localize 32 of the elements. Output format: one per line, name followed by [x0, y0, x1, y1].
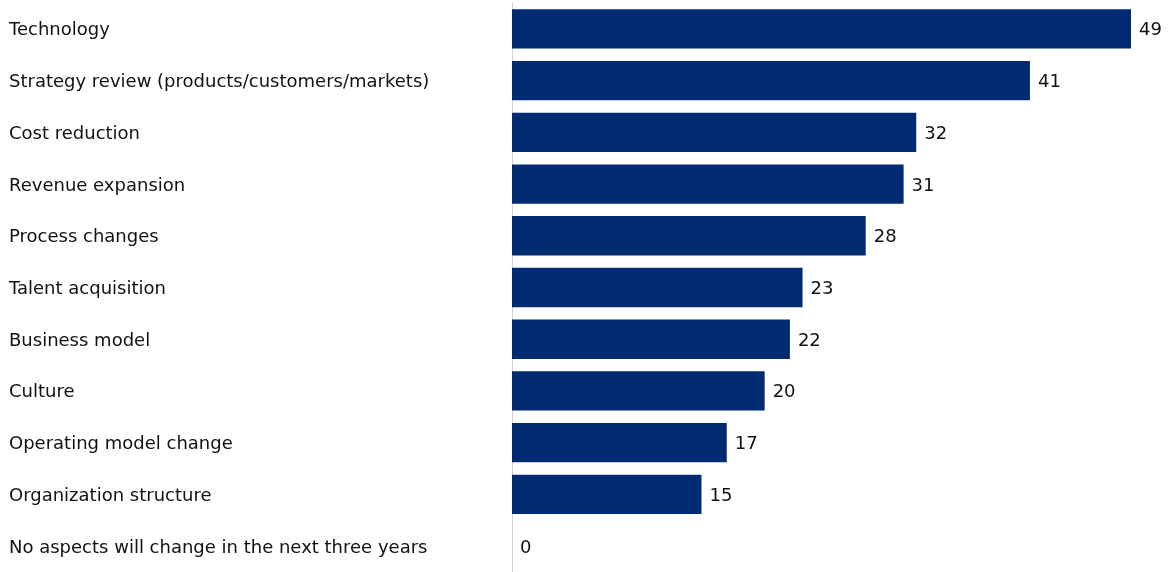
- bar: [512, 474, 702, 515]
- y-tick-label: Cost reduction: [9, 121, 141, 143]
- y-tick-label: Business model: [9, 328, 151, 350]
- data-label: 32: [924, 121, 948, 143]
- bar: [512, 423, 727, 463]
- data-label: 28: [873, 225, 897, 247]
- y-tick-label: Talent acquisition: [8, 277, 166, 298]
- data-label: 23: [810, 277, 834, 298]
- data-label: 22: [797, 328, 821, 350]
- bar: [512, 267, 803, 308]
- bar: [512, 319, 790, 359]
- bar: [512, 164, 904, 204]
- y-tick-label: Organization structure: [9, 483, 212, 505]
- data-label: 49: [1139, 18, 1162, 40]
- bar: [512, 9, 1131, 49]
- y-tick-label: Process changes: [9, 225, 159, 247]
- bar: [512, 112, 917, 152]
- bar: [512, 216, 866, 256]
- bar: [512, 371, 765, 411]
- data-label: 17: [734, 432, 758, 454]
- data-label: 31: [911, 173, 935, 195]
- bar: [512, 60, 1030, 101]
- y-tick-label: Revenue expansion: [9, 173, 186, 195]
- data-label: 41: [1037, 70, 1061, 92]
- y-tick-label: No aspects will change in the next three years: [9, 535, 428, 557]
- y-tick-label: Culture: [9, 380, 75, 402]
- data-label: 0: [520, 535, 532, 557]
- data-label: 20: [772, 380, 796, 402]
- data-label: 15: [709, 483, 733, 505]
- y-tick-label: Operating model change: [9, 432, 233, 454]
- y-tick-label: Strategy review (products/customers/markets): [9, 70, 430, 92]
- y-tick-label: Technology: [8, 18, 111, 40]
